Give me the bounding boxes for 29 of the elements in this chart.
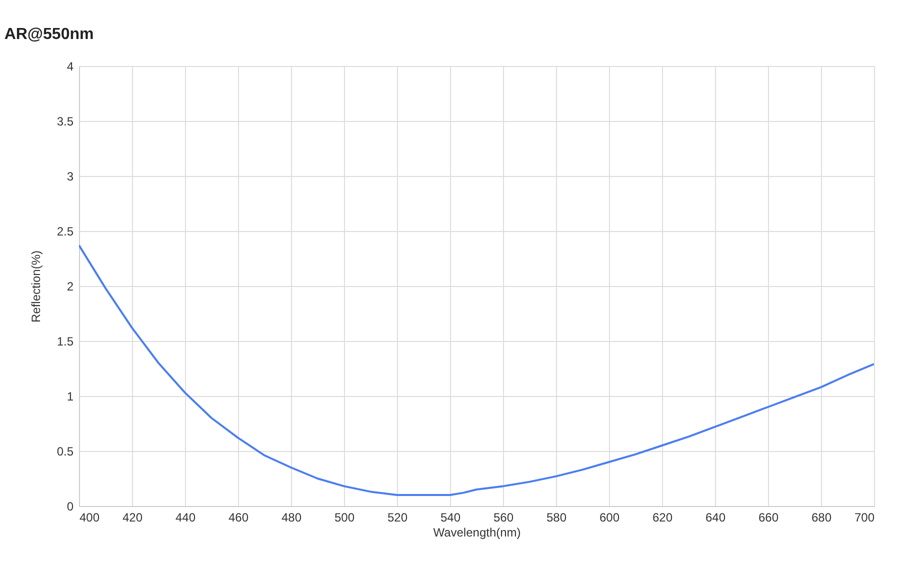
y-tick-label: 3.5 [56, 114, 74, 128]
y-axis-title: Reflection(%) [28, 250, 43, 323]
y-tick-label: 4 [66, 60, 74, 74]
y-tick-label: 1.5 [56, 334, 74, 348]
x-tick-label: 580 [546, 510, 567, 524]
x-tick-label: 640 [705, 510, 726, 524]
y-tick-label: 0.5 [56, 444, 74, 458]
y-tick-label: 1 [66, 390, 74, 404]
y-tick-label: 2 [66, 280, 74, 294]
x-tick-label: 420 [122, 510, 143, 524]
y-tick-label: 3 [66, 170, 74, 184]
x-tick-label: 540 [440, 510, 461, 524]
x-tick-label: 480 [281, 510, 302, 524]
chart-title: AR@550nm [4, 26, 94, 43]
line-series [79, 244, 874, 496]
x-tick-label: 680 [811, 510, 832, 524]
x-tick-label: 400 [80, 510, 100, 524]
x-tick-label: 560 [493, 510, 514, 524]
x-tick-label: 460 [228, 510, 249, 524]
x-tick-label: 700 [854, 510, 875, 524]
y-tick-label: 0 [66, 500, 74, 514]
x-tick-label: 660 [758, 510, 779, 524]
x-tick-label: 500 [334, 510, 355, 524]
x-tick-label: 440 [175, 510, 196, 524]
x-tick-label: 600 [599, 510, 620, 524]
y-tick-label: 2.5 [56, 224, 74, 238]
x-tick-label: 520 [387, 510, 408, 524]
x-axis-title: Wavelength(nm) [433, 526, 521, 540]
x-tick-label: 620 [652, 510, 673, 524]
